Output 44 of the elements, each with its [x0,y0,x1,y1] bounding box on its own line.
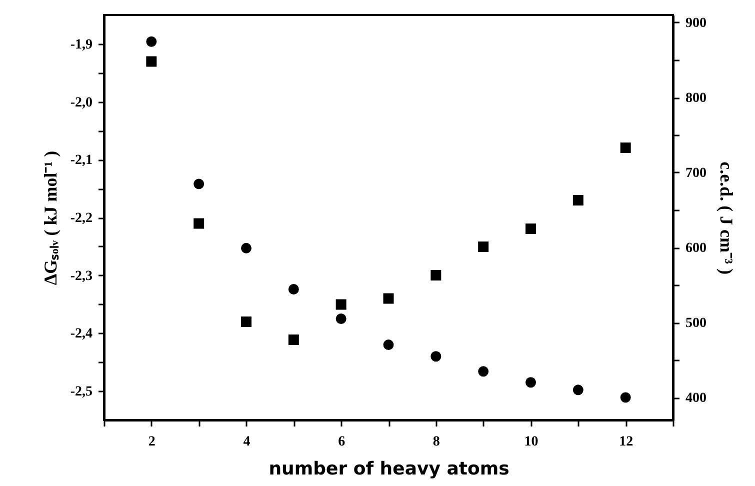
point [146,56,157,67]
y-tick-label: -2,1 [70,153,92,168]
y-tick-label: -2,0 [70,95,92,110]
y2-tick-label: 900 [686,16,706,31]
point [526,224,536,234]
y2-tick-label: 800 [686,91,706,106]
point [430,351,442,362]
y-tick-label: -2,3 [70,268,92,284]
y2-tick-label: 500 [686,316,706,331]
point [288,284,299,294]
x-axis-title: number of heavy atoms [268,458,510,480]
x-tick-label: 8 [432,434,440,450]
x-tick-label: 6 [338,434,346,450]
y-axis-title: ΔGₛₒₗᵥ ( kJ mol⁻¹ ) [40,150,60,286]
point [430,270,442,280]
point [241,316,252,327]
point [146,36,157,47]
y-tick-label: -2,2 [70,211,92,226]
point [241,242,252,254]
y-tick-label: -2,4 [70,326,92,342]
y2-tick-label: 700 [686,166,706,181]
point [194,178,204,190]
y2-axis-title: c.e.d. ( J cm⁻³ ) [716,162,736,274]
point [620,142,631,153]
point [336,299,346,310]
y-tick-label: -1,9 [70,37,92,52]
x-tick-label: 2 [148,434,156,450]
point [572,384,584,396]
x-tick-label: 10 [524,434,538,450]
x-tick-label: 4 [243,434,250,450]
y2-tick-label: 600 [686,241,706,256]
point [526,377,536,388]
point [478,366,489,377]
x-tick-label: 12 [619,434,634,450]
point [383,340,394,350]
point [194,218,204,229]
y-tick-label: -2,5 [70,384,92,400]
y2-tick-label: 400 [686,391,706,406]
point [478,242,489,252]
point [572,195,584,206]
point [620,392,631,403]
point [336,314,346,324]
point [383,293,394,304]
point [288,334,299,345]
